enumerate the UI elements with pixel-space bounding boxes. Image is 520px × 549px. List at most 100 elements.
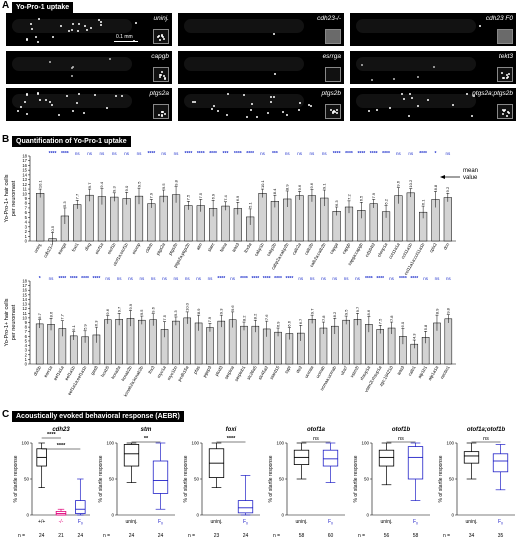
- value-label: 0.5: [50, 225, 55, 231]
- significance-label: ****: [81, 276, 89, 282]
- hair-cell-spot: [502, 113, 505, 116]
- y-tick-label: 11: [23, 311, 28, 316]
- y-tick-label: 0: [111, 513, 114, 518]
- neuromast-spot: [298, 101, 301, 104]
- box: [152, 460, 169, 494]
- significance-label: ns: [321, 276, 327, 281]
- neuromast-spot: [375, 109, 378, 112]
- panel-c-letter: C: [2, 409, 10, 420]
- neuromast-spot: [270, 95, 273, 98]
- neuromast-spot: [68, 30, 71, 33]
- y-tick-label: 5: [25, 215, 28, 220]
- value-label: 7.7: [75, 193, 80, 199]
- neuromast-spot: [89, 26, 92, 29]
- neuromast-spot: [49, 60, 51, 63]
- category-label: cabp1b: [253, 242, 265, 257]
- value-label: 10.1: [260, 179, 265, 188]
- y-tick-label: 3: [25, 348, 28, 353]
- y-tick-label: 18: [22, 279, 27, 284]
- neuromast-spot: [39, 99, 42, 102]
- group-label: -/-: [59, 519, 64, 525]
- value-label: 9.7: [309, 308, 314, 314]
- neuromast-spot: [19, 106, 22, 109]
- significance-label: ns: [105, 276, 111, 281]
- micrograph-tile: ptgs2a;ptgs2b: [350, 88, 516, 121]
- category-label: atp1b1: [417, 365, 428, 380]
- significance-label: ns: [310, 276, 316, 281]
- neuromast-spot: [250, 102, 253, 105]
- category-label: kcna2a: [110, 365, 122, 380]
- significance-label: ****: [240, 276, 248, 282]
- plot-title: otof1a;otof1b: [467, 427, 506, 433]
- bar: [308, 319, 316, 365]
- hair-cell-spot: [160, 33, 163, 36]
- y-tick-label: 1: [25, 357, 28, 362]
- value-label: 8.2: [241, 315, 246, 321]
- hair-cell-spot: [502, 76, 505, 79]
- neuromast-spot: [44, 99, 47, 102]
- bar: [85, 194, 94, 242]
- neuromast-spot: [72, 65, 75, 68]
- significance-label: ns: [49, 276, 55, 281]
- significance-label: ns: [151, 276, 157, 281]
- bar: [206, 327, 214, 365]
- neuromast-inset: [153, 104, 169, 119]
- significance-label: ns: [174, 151, 180, 156]
- y-tick-label: 8: [25, 325, 28, 330]
- value-label: 8.9: [434, 308, 439, 314]
- category-label: capgb: [341, 242, 352, 255]
- box: [378, 449, 395, 467]
- bar: [444, 318, 453, 365]
- significance-label: ns: [260, 151, 266, 156]
- neuromast-spot: [472, 94, 475, 97]
- significance-label: ****: [49, 151, 57, 157]
- significance-label: ns: [298, 276, 304, 281]
- y-tick-label: 10: [22, 315, 27, 320]
- tile-genotype-label: ptgs2a;ptgs2b: [472, 90, 513, 97]
- value-label: 7.2: [346, 194, 351, 200]
- mean-value-label: mean: [463, 168, 478, 174]
- category-label: calb2b: [304, 242, 315, 256]
- neuromast-spot: [49, 100, 52, 103]
- neuromast-spot: [86, 28, 89, 31]
- significance-label: ****: [251, 276, 259, 282]
- y-tick-label: 0: [196, 513, 199, 518]
- neuromast-spot: [26, 93, 29, 96]
- value-label: 9.5: [139, 309, 144, 315]
- significance-label: ns: [161, 151, 167, 156]
- significance-label: ****: [234, 151, 242, 157]
- bar: [295, 195, 304, 242]
- hair-cell-spot: [159, 76, 162, 79]
- value-label: 7.8: [321, 315, 326, 321]
- n-value: 58: [299, 533, 305, 539]
- n-label: n =: [273, 533, 280, 539]
- panel-a-letter: A: [2, 0, 10, 11]
- hair-cell-spot: [160, 34, 163, 37]
- n-label: n =: [103, 533, 110, 539]
- neuromast-spot: [281, 110, 284, 113]
- y-tick-label: 17: [22, 158, 27, 163]
- tile-genotype-label: ptgs2a: [149, 90, 169, 97]
- n-value: 24: [129, 533, 135, 539]
- neuromast-spot: [246, 115, 249, 118]
- y-axis-label: Yo-Pro-1+ hair cellsper neuromast: [4, 174, 17, 222]
- hair-cell-spot: [164, 77, 167, 80]
- hair-cell-spot: [508, 72, 511, 75]
- category-label: pfas: [192, 364, 201, 374]
- neuromast-spot: [24, 100, 26, 103]
- y-tick-label: 7: [25, 205, 28, 210]
- value-label: 9.5: [161, 183, 166, 189]
- n-value: 34: [469, 533, 475, 539]
- mean-arrow-head: [440, 175, 445, 179]
- significance-label: ****: [57, 443, 66, 449]
- category-label: calb2a: [291, 242, 302, 256]
- neuromast-spot: [84, 24, 87, 27]
- value-label: 7.9: [207, 316, 212, 322]
- category-label: ucmaa: [304, 365, 315, 379]
- neuromast-spot: [77, 93, 80, 96]
- value-label: 9.9: [128, 303, 133, 309]
- significance-label: ns: [137, 151, 143, 156]
- n-value: 58: [413, 533, 419, 539]
- group-label: F0: [243, 519, 248, 526]
- value-label: 9.6: [230, 305, 235, 311]
